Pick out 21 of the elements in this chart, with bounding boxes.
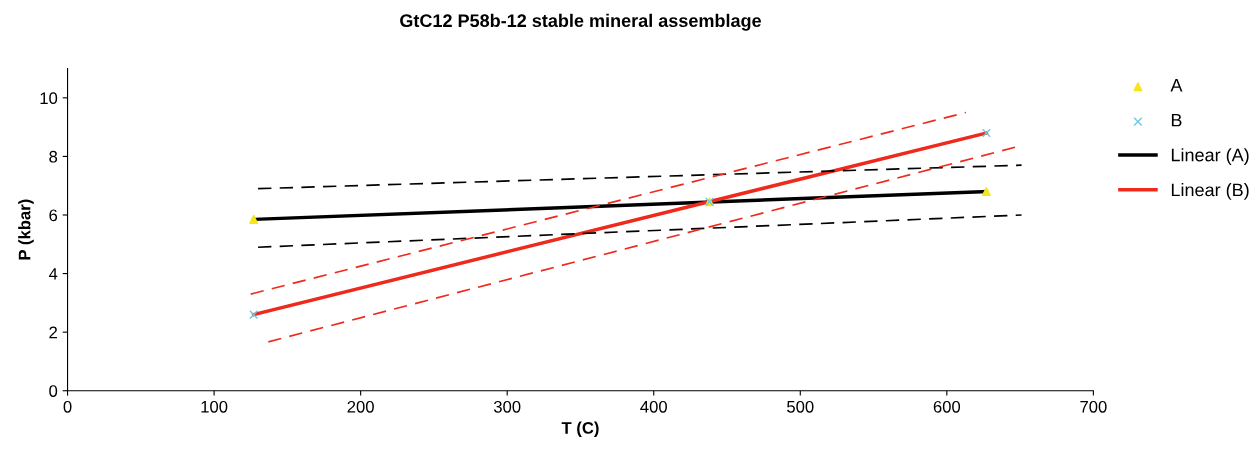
y-tick-label: 8: [49, 150, 58, 163]
x-tick-label: 500: [787, 400, 814, 413]
x-tick-label: 200: [347, 400, 374, 413]
x-tick-label: 100: [201, 400, 228, 413]
legend-label: Linear (B): [1171, 183, 1249, 200]
legend-label: Linear (A): [1171, 148, 1249, 165]
x-axis-title: T (C): [561, 421, 599, 438]
y-tick-label: 2: [49, 326, 57, 339]
x-tick-label: 600: [933, 400, 961, 413]
x-tick-label: 400: [640, 400, 667, 413]
chart-title: GtC12 P58b-12 stable mineral assemblage: [400, 13, 761, 31]
x-tick-label: 700: [1080, 400, 1107, 413]
x-tick-label: 300: [493, 400, 521, 413]
y-tick-label: 0: [49, 385, 58, 397]
y-axis-title: P (kbar): [18, 199, 34, 260]
legend-label: B: [1171, 113, 1182, 127]
y-tick-label: 6: [49, 209, 58, 222]
y-tick-label: 10: [40, 92, 58, 105]
y-tick-label: 4: [48, 268, 58, 280]
legend-label: A: [1170, 79, 1183, 92]
x-tick-label: 0: [63, 400, 72, 413]
